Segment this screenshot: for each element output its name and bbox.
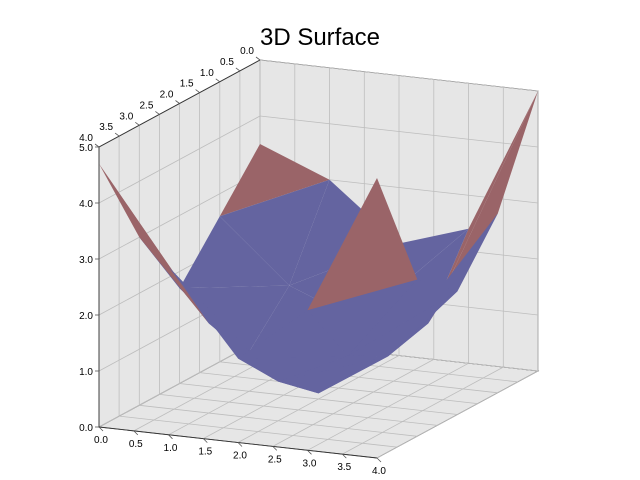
x-tick-label: 1.5 (198, 447, 212, 458)
y-tick-mark (215, 78, 221, 83)
z-tick-label: 2.0 (79, 311, 93, 322)
y-tick-label: 0.5 (220, 57, 234, 68)
surface-face (179, 216, 290, 289)
y-tick-mark (155, 111, 160, 115)
wall-gridline-z (259, 115, 539, 148)
y-tick-mark (114, 132, 120, 137)
x-tick-mark (98, 426, 104, 432)
x-tick-label: 4.0 (372, 466, 386, 477)
surface-face (307, 279, 418, 356)
x-tick-mark (168, 434, 173, 440)
x-tick-label: 3.0 (303, 458, 317, 469)
surface-face (168, 266, 279, 382)
z-tick-label: 5.0 (79, 143, 93, 154)
x-tick-label: 2.0 (233, 451, 247, 462)
z-tick-label: 1.0 (79, 367, 93, 378)
wall-gridline-z (98, 171, 261, 260)
x-tick-mark (203, 438, 208, 443)
z-tick-label: 0.0 (79, 423, 93, 434)
y-tick-mark (94, 143, 100, 148)
y-tick-label: 1.0 (200, 68, 214, 79)
surface-face (347, 291, 458, 357)
surface-plot (99, 91, 538, 394)
y-axis-ticks: 0.0 0.5 1.0 1.5 2.0 2.5 3.0 3.5 4.0 (79, 46, 261, 148)
x-tick-mark (307, 450, 312, 455)
y-tick-mark (135, 121, 140, 126)
surface-face (238, 310, 348, 359)
surface-face (289, 179, 399, 286)
x-tick-label: 1.0 (164, 443, 178, 454)
y-tick-label: 3.0 (119, 111, 133, 122)
y-tick-mark (235, 67, 241, 72)
y-tick-mark (195, 89, 200, 93)
wall-gridline-z (98, 115, 261, 204)
y-tick-label: 0.0 (240, 46, 254, 57)
floor-gridline-y (159, 394, 438, 426)
x-axis-ticks: 0.0 0.5 1.0 1.5 2.0 2.5 3.0 3.5 4.0 (94, 426, 386, 477)
y-tick-mark (255, 56, 261, 61)
y-tick-label: 2.5 (139, 100, 153, 111)
surface-face (99, 163, 209, 324)
x-tick-label: 3.5 (337, 462, 351, 473)
floor-gridline-y (119, 415, 398, 448)
x-tick-mark (133, 430, 139, 436)
floor-gridline-y (179, 383, 458, 415)
x-tick-mark (272, 446, 278, 451)
surface-face (428, 91, 538, 324)
surface-face (219, 179, 330, 286)
x-tick-label: 0.0 (94, 435, 108, 446)
surface-face (347, 279, 458, 356)
chart-title: 3D Surface (260, 24, 380, 51)
floor-gridline-y (139, 404, 418, 437)
surface-face (179, 285, 290, 353)
y-tick-label: 4.0 (79, 133, 93, 144)
y-tick-label: 1.5 (180, 79, 194, 90)
floor-gridline-y (199, 372, 478, 404)
surface-face (278, 355, 388, 382)
x-tick-mark (237, 442, 243, 447)
wall-gridline-z (259, 59, 539, 92)
x-tick-mark (342, 453, 347, 459)
wall-gridline-z (98, 339, 261, 428)
x-tick-label: 2.5 (268, 454, 282, 465)
y-tick-mark (175, 100, 180, 104)
z-axis-ticks: 0.0 1.0 2.0 3.0 4.0 5.0 (79, 143, 99, 434)
surface-face (307, 178, 418, 311)
x-tick-mark (376, 457, 382, 463)
y-tick-label: 2.0 (160, 90, 174, 101)
z-tick-label: 4.0 (79, 199, 93, 210)
surface-face (219, 144, 330, 217)
z-tick-label: 3.0 (79, 255, 93, 266)
y-tick-label: 3.5 (99, 122, 113, 133)
x-tick-label: 0.5 (129, 439, 143, 450)
surface-face (238, 355, 348, 382)
surface-face (278, 356, 388, 394)
